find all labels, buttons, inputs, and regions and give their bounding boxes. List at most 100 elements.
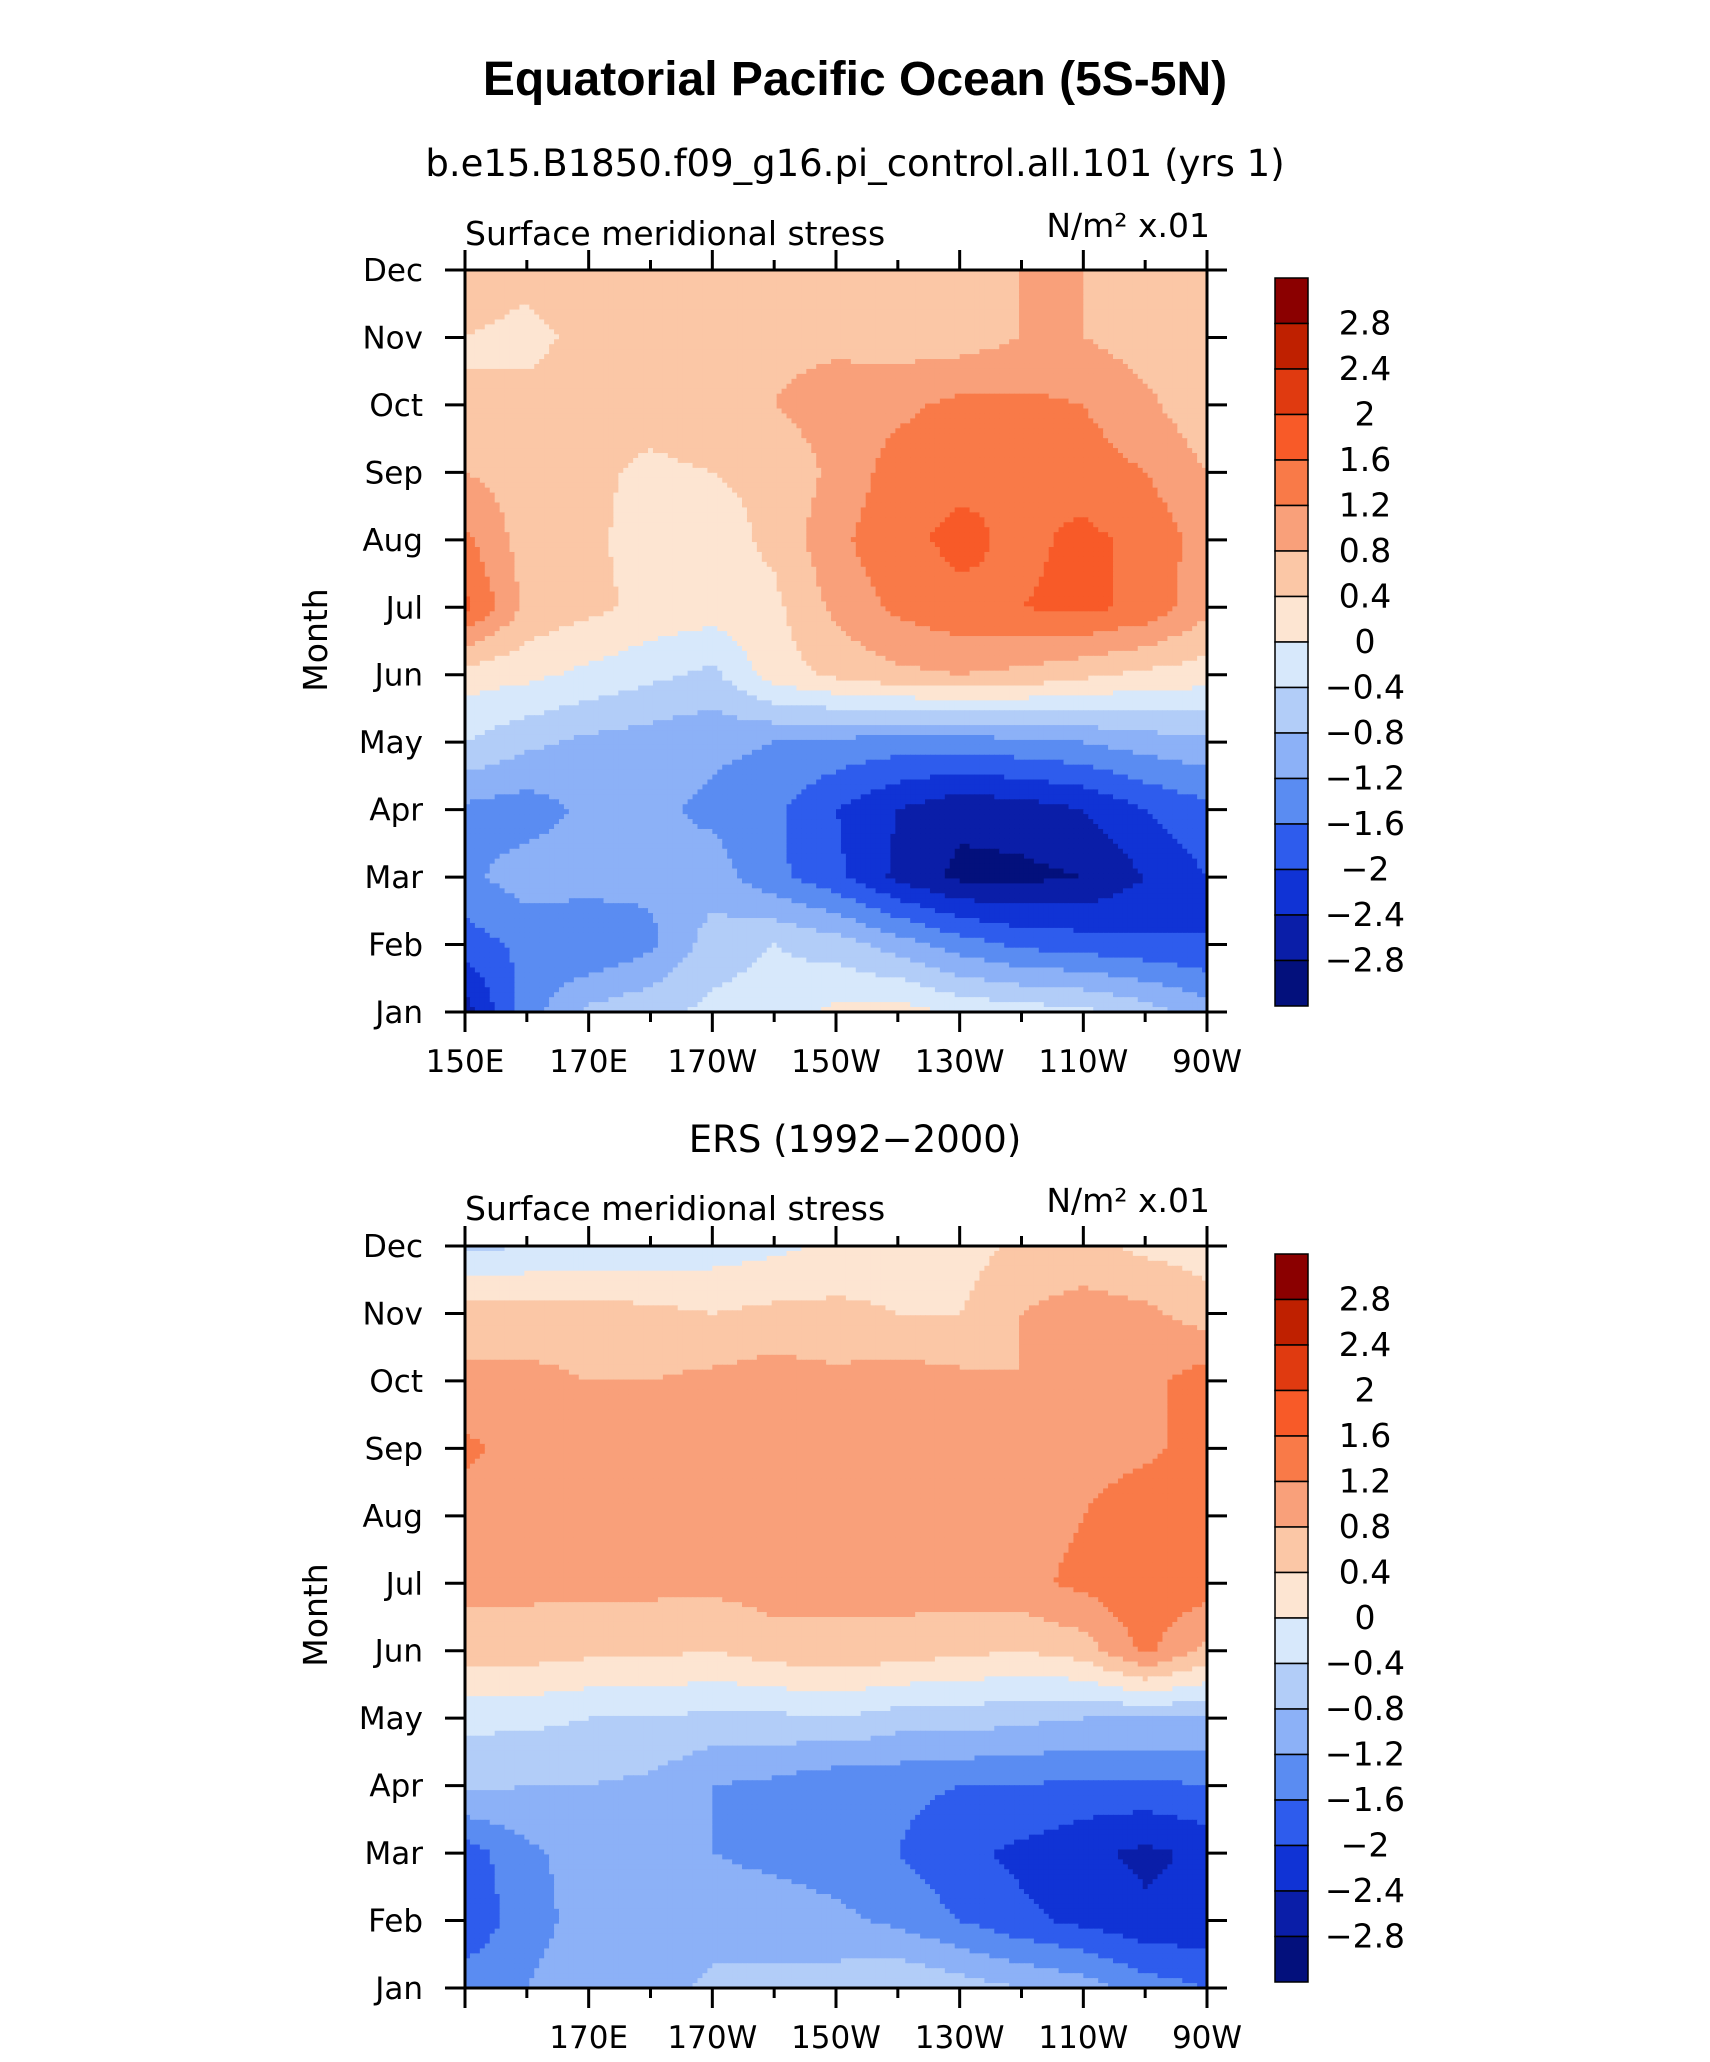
contour-cell xyxy=(589,285,595,291)
contour-cell xyxy=(505,295,511,301)
contour-cell xyxy=(811,285,817,291)
contour-cell xyxy=(742,290,748,296)
contour-cell xyxy=(1172,324,1178,330)
contour-cell xyxy=(1024,285,1030,291)
contour-cell xyxy=(514,290,520,296)
contour-cell xyxy=(485,295,491,301)
contour-cell xyxy=(1138,300,1144,306)
contour-cell xyxy=(885,300,891,306)
contour-cell xyxy=(485,290,491,296)
contour-cell xyxy=(945,339,951,345)
contour-cell xyxy=(1138,285,1144,291)
contour-cell xyxy=(1029,295,1035,301)
contour-cell xyxy=(693,310,699,316)
contour-cell xyxy=(826,285,832,291)
contour-cell xyxy=(915,324,921,330)
contour-cell xyxy=(554,275,560,281)
contour-cell xyxy=(796,334,802,340)
contour-cell xyxy=(539,329,545,335)
contour-cell xyxy=(1172,319,1178,325)
contour-cell xyxy=(920,285,926,291)
contour-cell xyxy=(529,290,535,296)
contour-cell xyxy=(1093,300,1099,306)
contour-cell xyxy=(767,305,773,311)
contour-cell xyxy=(960,275,966,281)
contour-cell xyxy=(618,300,624,306)
contour-cell xyxy=(529,319,535,325)
contour-cell xyxy=(480,280,486,286)
contour-cell xyxy=(1049,280,1055,286)
contour-cell xyxy=(856,295,862,301)
contour-cell xyxy=(989,280,995,286)
contour-cell xyxy=(1177,290,1183,296)
contour-cell xyxy=(885,315,891,321)
contour-cell xyxy=(791,300,797,306)
contour-cell xyxy=(1029,280,1035,286)
contour-cell xyxy=(623,339,629,345)
contour-cell xyxy=(1123,324,1129,330)
contour-cell xyxy=(1088,305,1094,311)
contour-cell xyxy=(970,329,976,335)
contour-cell xyxy=(564,290,570,296)
contour-cell xyxy=(688,310,694,316)
contour-cell xyxy=(732,305,738,311)
contour-cell xyxy=(599,275,605,281)
contour-cell xyxy=(965,315,971,321)
contour-cell xyxy=(673,275,679,281)
contour-cell xyxy=(1024,300,1030,306)
contour-cell xyxy=(871,315,877,321)
contour-cell xyxy=(559,324,565,330)
contour-cell xyxy=(881,305,887,311)
contour-cell xyxy=(510,319,516,325)
contour-cell xyxy=(490,290,496,296)
contour-cell xyxy=(475,324,481,330)
contour-cell xyxy=(1133,319,1139,325)
contour-cell xyxy=(618,334,624,340)
contour-cell xyxy=(1078,295,1084,301)
contour-cell xyxy=(866,285,872,291)
contour-cell xyxy=(787,300,793,306)
contour-cell xyxy=(475,339,481,345)
contour-cell xyxy=(1143,300,1149,306)
contour-cell xyxy=(975,285,981,291)
contour-cell xyxy=(979,319,985,325)
contour-cell xyxy=(831,310,837,316)
contour-cell xyxy=(608,290,614,296)
contour-cell xyxy=(668,319,674,325)
contour-cell xyxy=(1118,305,1124,311)
contour-cell xyxy=(584,305,590,311)
contour-cell xyxy=(841,315,847,321)
contour-cell xyxy=(1098,310,1104,316)
contour-cell xyxy=(1123,275,1129,281)
contour-cell xyxy=(950,275,956,281)
contour-cell xyxy=(702,275,708,281)
contour-cell xyxy=(1153,315,1159,321)
contour-cell xyxy=(935,329,941,335)
contour-cell xyxy=(940,310,946,316)
contour-cell xyxy=(732,275,738,281)
contour-cell xyxy=(539,295,545,301)
contour-cell xyxy=(584,300,590,306)
contour-cell xyxy=(841,319,847,325)
contour-cell xyxy=(994,310,1000,316)
contour-cell xyxy=(470,275,476,281)
contour-cell xyxy=(1118,315,1124,321)
contour-cell xyxy=(984,290,990,296)
contour-cell xyxy=(658,310,664,316)
contour-cell xyxy=(920,324,926,330)
contour-cell xyxy=(851,315,857,321)
contour-cell xyxy=(697,310,703,316)
contour-cell xyxy=(1093,319,1099,325)
contour-cell xyxy=(1004,319,1010,325)
contour-cell xyxy=(1098,339,1104,345)
contour-cell xyxy=(574,319,580,325)
contour-cell xyxy=(1083,334,1089,340)
contour-cell xyxy=(1068,324,1074,330)
contour-cell xyxy=(816,334,822,340)
contour-cell xyxy=(836,334,842,340)
contour-cell xyxy=(1019,280,1025,286)
contour-cell xyxy=(1197,315,1203,321)
contour-cell xyxy=(663,324,669,330)
contour-cell xyxy=(1004,334,1010,340)
contour-cell xyxy=(920,275,926,281)
